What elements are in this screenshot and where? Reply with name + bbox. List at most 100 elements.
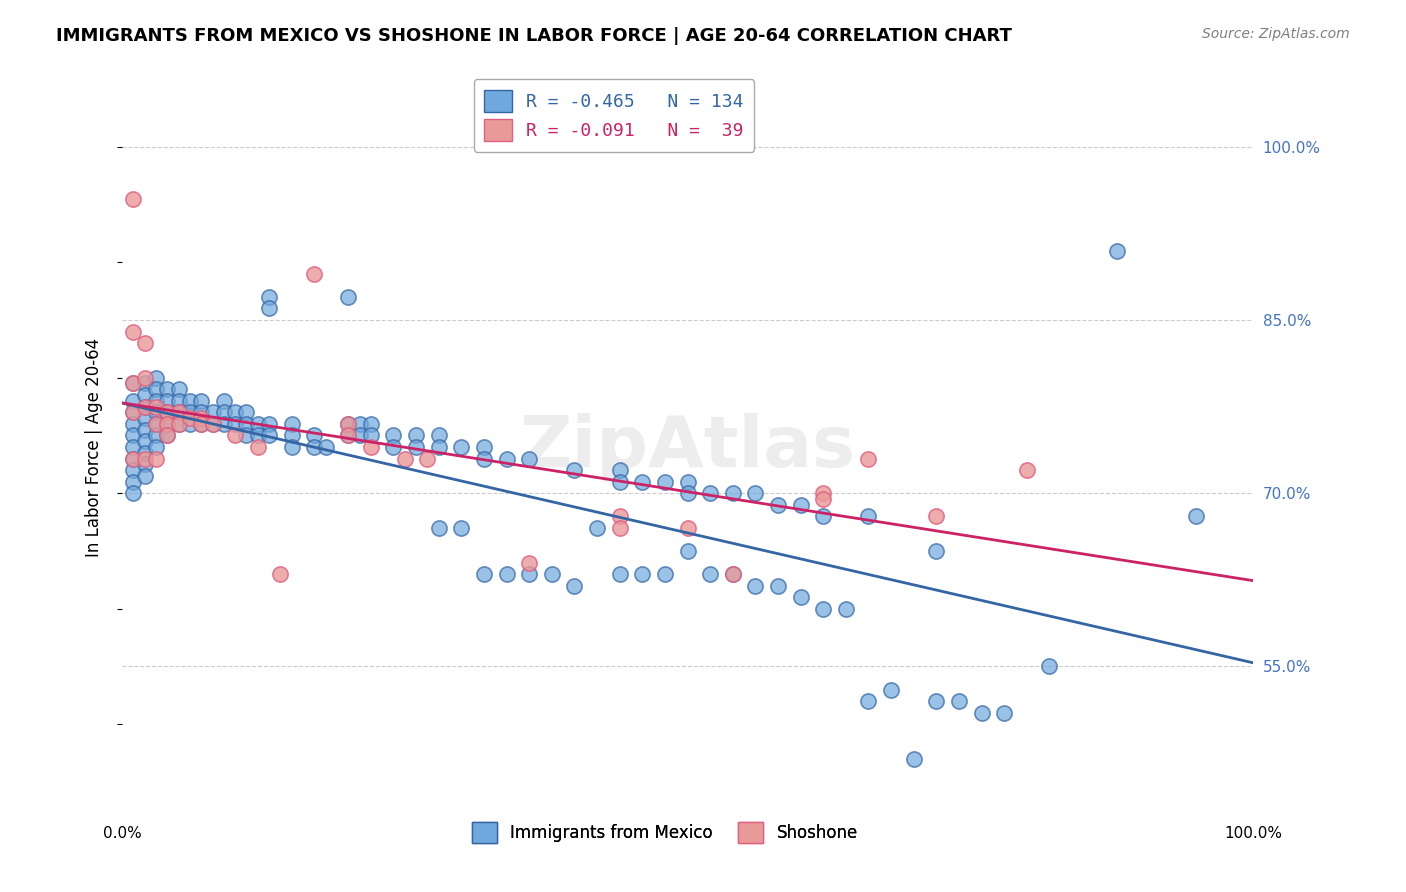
Point: [134, 451, 156, 466]
Point: [122, 405, 145, 419]
Point: [122, 486, 145, 500]
Point: [122, 428, 145, 442]
Point: [156, 428, 179, 442]
Point: [156, 417, 179, 431]
Point: [699, 486, 721, 500]
Point: [304, 428, 326, 442]
Point: [699, 567, 721, 582]
Point: [948, 694, 970, 708]
Point: [167, 393, 190, 408]
Point: [257, 301, 280, 316]
Point: [235, 405, 257, 419]
Point: [1015, 463, 1038, 477]
Point: [609, 567, 631, 582]
Point: [122, 376, 145, 391]
Point: [360, 417, 382, 431]
Point: [122, 451, 145, 466]
Point: [766, 498, 789, 512]
Point: [212, 405, 235, 419]
Point: [609, 463, 631, 477]
Point: [925, 509, 948, 524]
Point: [744, 579, 766, 593]
Point: [190, 393, 212, 408]
Point: [427, 440, 450, 454]
Point: [903, 752, 925, 766]
Point: [145, 400, 167, 414]
Point: [257, 290, 280, 304]
Point: [145, 370, 167, 384]
Point: [246, 417, 269, 431]
Y-axis label: In Labor Force | Age 20-64: In Labor Force | Age 20-64: [86, 337, 103, 557]
Point: [880, 682, 903, 697]
Point: [766, 579, 789, 593]
Point: [134, 434, 156, 449]
Point: [382, 440, 405, 454]
Point: [134, 336, 156, 351]
Point: [224, 405, 246, 419]
Point: [122, 440, 145, 454]
Point: [721, 486, 744, 500]
Point: [564, 463, 586, 477]
Point: [156, 417, 179, 431]
Point: [201, 405, 224, 419]
Point: [257, 428, 280, 442]
Point: [858, 509, 880, 524]
Point: [1185, 509, 1208, 524]
Point: [337, 417, 360, 431]
Point: [179, 405, 201, 419]
Point: [122, 192, 145, 206]
Point: [337, 290, 360, 304]
Point: [721, 567, 744, 582]
Point: [122, 451, 145, 466]
Point: [156, 405, 179, 419]
Point: [122, 325, 145, 339]
Point: [156, 428, 179, 442]
Point: [676, 544, 699, 558]
Point: [813, 491, 835, 506]
Point: [134, 388, 156, 402]
Point: [925, 544, 948, 558]
Point: [472, 440, 495, 454]
Point: [676, 475, 699, 489]
Point: [970, 706, 993, 720]
Point: [134, 423, 156, 437]
Point: [224, 417, 246, 431]
Point: [145, 405, 167, 419]
Point: [349, 428, 371, 442]
Point: [925, 694, 948, 708]
Point: [280, 428, 302, 442]
Point: [789, 498, 811, 512]
Point: [609, 521, 631, 535]
Point: [246, 428, 269, 442]
Point: [495, 451, 517, 466]
Point: [212, 393, 235, 408]
Point: [416, 451, 439, 466]
Point: [134, 446, 156, 460]
Point: [280, 417, 302, 431]
Point: [676, 486, 699, 500]
Point: [145, 417, 167, 431]
Point: [212, 417, 235, 431]
Point: [813, 486, 835, 500]
Point: [201, 417, 224, 431]
Point: [122, 475, 145, 489]
Point: [167, 405, 190, 419]
Point: [337, 428, 360, 442]
Point: [382, 428, 405, 442]
Point: [1038, 659, 1060, 673]
Point: [654, 475, 676, 489]
Point: [631, 567, 654, 582]
Point: [427, 521, 450, 535]
Point: [122, 405, 145, 419]
Point: [145, 382, 167, 396]
Point: [122, 463, 145, 477]
Point: [156, 382, 179, 396]
Point: [609, 509, 631, 524]
Point: [134, 400, 156, 414]
Point: [586, 521, 609, 535]
Point: [472, 567, 495, 582]
Point: [789, 590, 811, 604]
Point: [1107, 244, 1129, 258]
Point: [993, 706, 1015, 720]
Point: [179, 417, 201, 431]
